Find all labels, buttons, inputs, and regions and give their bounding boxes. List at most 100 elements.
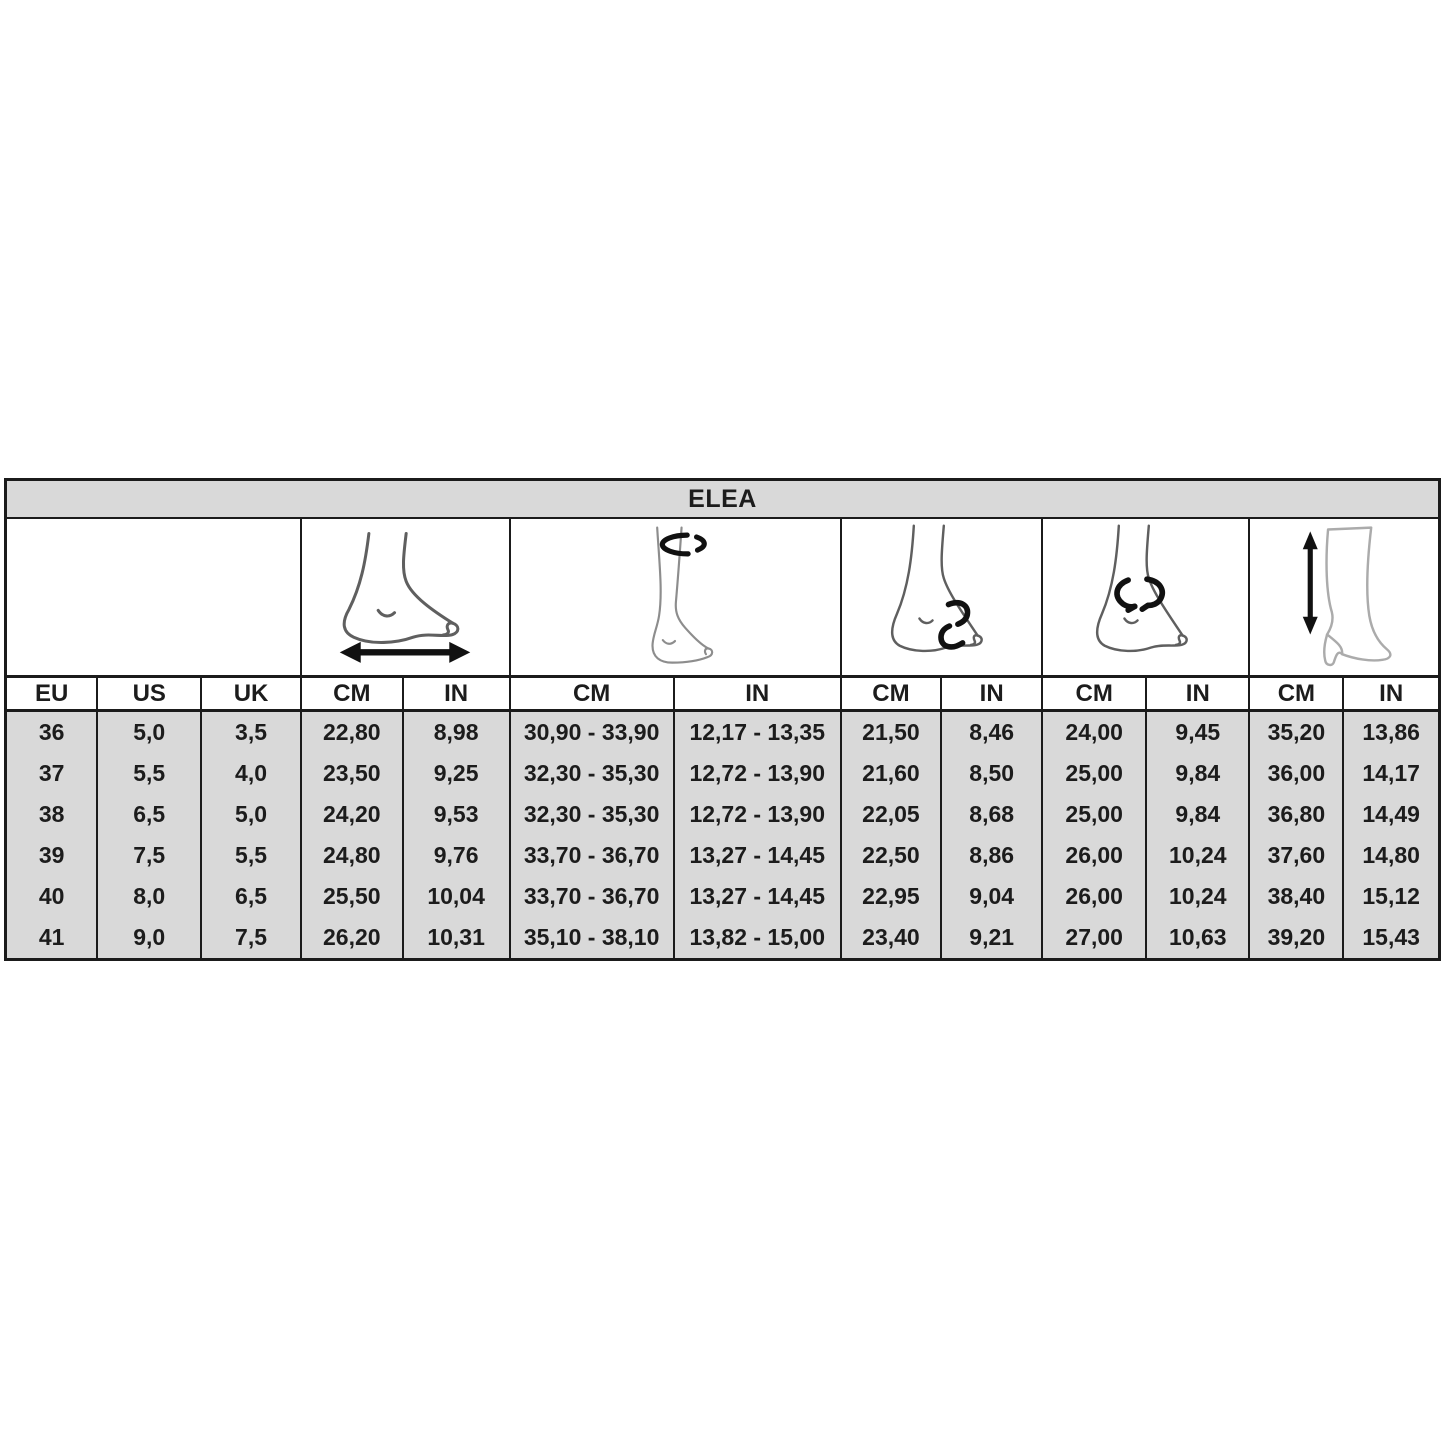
table-cell: 25,50 — [299, 876, 404, 917]
table-cell: 13,86 — [1342, 710, 1441, 753]
table-cell: 38 — [4, 794, 99, 835]
foot-length-icon — [339, 531, 471, 663]
table-cell: 32,30 - 35,30 — [508, 794, 675, 835]
table-cell: 8,46 — [940, 710, 1044, 753]
table-cell: 9,45 — [1145, 710, 1251, 753]
table-cell: 24,00 — [1041, 710, 1148, 753]
units-header-row: EU US UK CM IN CM IN CM IN CM IN CM IN — [4, 675, 1441, 712]
unit-header-cell: IN — [1145, 675, 1251, 712]
table-cell: 5,5 — [96, 753, 203, 794]
table-cell: 39,20 — [1248, 917, 1345, 960]
table-cell: 37 — [4, 753, 99, 794]
table-cell: 33,70 - 36,70 — [508, 876, 675, 917]
table-cell: 9,0 — [96, 917, 203, 960]
table-cell: 35,20 — [1248, 710, 1345, 753]
table-cell: 5,0 — [96, 710, 203, 753]
table-cell: 7,5 — [200, 917, 302, 960]
calf-circumference-icon-cell — [508, 517, 842, 678]
table-row: 36 5,0 3,5 22,80 8,98 30,90 - 33,90 12,1… — [4, 710, 1441, 753]
table-cell: 7,5 — [96, 835, 203, 876]
size-chart: ELEA — [4, 478, 1441, 961]
table-cell: 22,50 — [839, 835, 943, 876]
table-cell: 10,31 — [401, 917, 511, 960]
table-title: ELEA — [4, 478, 1441, 519]
table-row: 40 8,0 6,5 25,50 10,04 33,70 - 36,70 13,… — [4, 876, 1441, 917]
table-cell: 30,90 - 33,90 — [508, 710, 675, 753]
table-cell: 32,30 - 35,30 — [508, 753, 675, 794]
table-cell: 10,04 — [401, 876, 511, 917]
boot-shaft-height-icon — [1302, 526, 1392, 667]
table-cell: 8,86 — [940, 835, 1044, 876]
table-cell: 22,05 — [839, 794, 943, 835]
unit-header-cell: IN — [401, 675, 511, 712]
instep-circumference-icon-cell — [839, 517, 1044, 678]
table-cell: 22,95 — [839, 876, 943, 917]
table-cell: 9,21 — [940, 917, 1044, 960]
table-cell: 13,27 - 14,45 — [672, 876, 842, 917]
ankle-circumference-icon — [1095, 524, 1188, 653]
table-row: 41 9,0 7,5 26,20 10,31 35,10 - 38,10 13,… — [4, 917, 1441, 960]
table-cell: 6,5 — [96, 794, 203, 835]
boot-shaft-height-icon-cell — [1248, 517, 1441, 678]
table-cell: 5,0 — [200, 794, 302, 835]
unit-header-cell: CM — [508, 675, 675, 712]
table-cell: 25,00 — [1041, 794, 1148, 835]
size-chart-table: ELEA — [4, 478, 1441, 961]
table-cell: 10,63 — [1145, 917, 1251, 960]
table-cell: 9,53 — [401, 794, 511, 835]
table-cell: 12,72 - 13,90 — [672, 753, 842, 794]
table-cell: 24,20 — [299, 794, 404, 835]
table-row: 37 5,5 4,0 23,50 9,25 32,30 - 35,30 12,7… — [4, 753, 1441, 794]
table-cell: 6,5 — [200, 876, 302, 917]
table-cell: 40 — [4, 876, 99, 917]
table-cell: 21,50 — [839, 710, 943, 753]
table-cell: 23,40 — [839, 917, 943, 960]
icon-row — [4, 517, 1441, 678]
table-cell: 9,84 — [1145, 794, 1251, 835]
table-cell: 14,80 — [1342, 835, 1441, 876]
table-cell: 8,68 — [940, 794, 1044, 835]
table-cell: 33,70 - 36,70 — [508, 835, 675, 876]
table-cell: 26,20 — [299, 917, 404, 960]
table-cell: 12,17 - 13,35 — [672, 710, 842, 753]
table-cell: 9,04 — [940, 876, 1044, 917]
table-cell: 25,00 — [1041, 753, 1148, 794]
table-cell: 8,0 — [96, 876, 203, 917]
table-cell: 9,25 — [401, 753, 511, 794]
table-cell: 8,98 — [401, 710, 511, 753]
table-cell: 13,27 - 14,45 — [672, 835, 842, 876]
table-cell: 9,84 — [1145, 753, 1251, 794]
table-cell: 14,17 — [1342, 753, 1441, 794]
table-cell: 22,80 — [299, 710, 404, 753]
table-cell: 14,49 — [1342, 794, 1441, 835]
unit-header-cell: CM — [1041, 675, 1148, 712]
table-cell: 37,60 — [1248, 835, 1345, 876]
table-cell: 35,10 - 38,10 — [508, 917, 675, 960]
table-cell: 39 — [4, 835, 99, 876]
table-cell: 24,80 — [299, 835, 404, 876]
unit-header-cell: EU — [4, 675, 99, 712]
table-cell: 36,00 — [1248, 753, 1345, 794]
unit-header-cell: IN — [940, 675, 1044, 712]
table-cell: 21,60 — [839, 753, 943, 794]
table-cell: 13,82 - 15,00 — [672, 917, 842, 960]
unit-header-cell: IN — [672, 675, 842, 712]
table-cell: 26,00 — [1041, 876, 1148, 917]
table-cell: 9,76 — [401, 835, 511, 876]
calf-circumference-icon — [651, 526, 714, 664]
unit-header-cell: CM — [1248, 675, 1345, 712]
unit-header-cell: CM — [299, 675, 404, 712]
table-cell: 10,24 — [1145, 876, 1251, 917]
unit-header-cell: IN — [1342, 675, 1441, 712]
table-cell: 4,0 — [200, 753, 302, 794]
table-cell: 23,50 — [299, 753, 404, 794]
table-cell: 5,5 — [200, 835, 302, 876]
table-cell: 26,00 — [1041, 835, 1148, 876]
table-cell: 15,12 — [1342, 876, 1441, 917]
ankle-circumference-icon-cell — [1041, 517, 1251, 678]
foot-length-icon-cell — [299, 517, 511, 678]
table-cell: 12,72 - 13,90 — [672, 794, 842, 835]
unit-header-cell: US — [96, 675, 203, 712]
table-cell: 27,00 — [1041, 917, 1148, 960]
